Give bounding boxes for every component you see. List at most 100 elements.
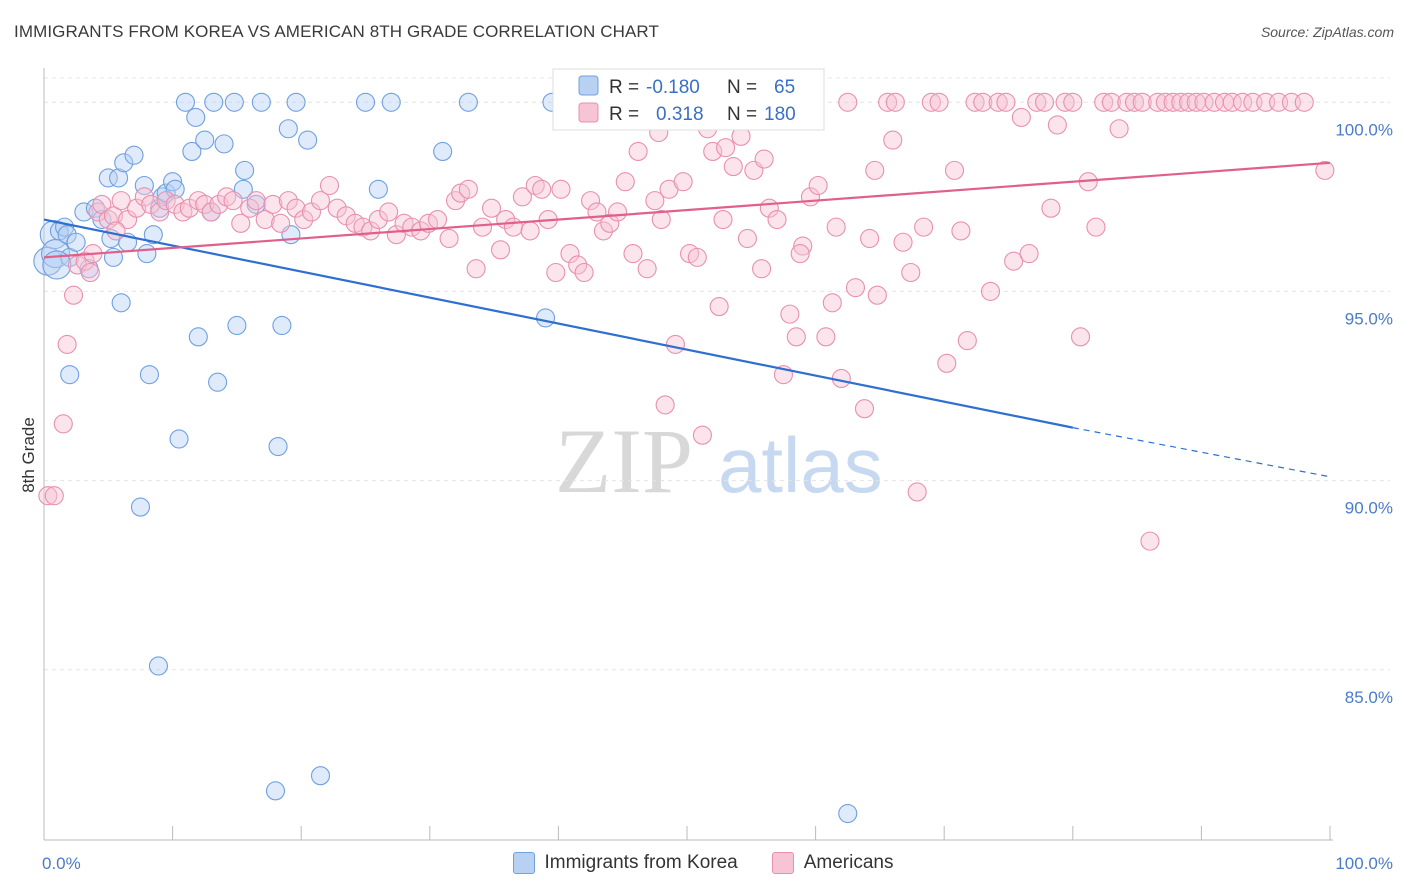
point-americans (1315, 160, 1335, 180)
point-americans (1063, 92, 1083, 112)
point-korea (124, 145, 144, 165)
point-americans (723, 157, 743, 177)
point-americans (885, 92, 905, 112)
point-americans (1171, 92, 1191, 112)
point-americans (1094, 92, 1114, 112)
point-americans (209, 194, 229, 214)
y-tick-label: 100.0% (1335, 120, 1393, 139)
trend-line-korea (43, 218, 1074, 429)
point-americans (767, 209, 787, 230)
point-americans (1109, 119, 1129, 139)
point-americans (231, 213, 251, 233)
point-americans (1222, 92, 1242, 112)
point-korea (111, 293, 131, 313)
legend-swatch-americans (578, 102, 599, 123)
point-korea (265, 781, 286, 801)
point-korea (195, 130, 215, 150)
point-americans (1011, 107, 1031, 127)
watermark-zip: ZIP (555, 410, 693, 512)
chart-title: IMMIGRANTS FROM KOREA VS AMERICAN 8TH GR… (14, 22, 659, 41)
legend-swatch-korea (578, 75, 599, 96)
point-korea (74, 202, 94, 222)
point-korea (286, 92, 306, 112)
y-axis-title: 8th Grade (19, 417, 38, 493)
point-americans (901, 262, 921, 283)
x-tick-label-min: 0.0% (42, 854, 81, 873)
point-americans (472, 217, 493, 237)
point-americans (1041, 198, 1061, 218)
y-tick-label: 90.0% (1345, 499, 1393, 518)
point-korea (204, 92, 224, 112)
point-americans (822, 293, 842, 313)
point-americans (996, 92, 1016, 112)
point-korea (433, 141, 453, 161)
point-americans (637, 259, 657, 279)
point-americans (1047, 115, 1067, 135)
point-americans (379, 202, 399, 222)
point-americans (1117, 92, 1137, 112)
point-americans (1233, 92, 1253, 112)
point-korea (268, 436, 288, 457)
point-americans (1086, 217, 1106, 237)
point-americans (752, 259, 772, 279)
point-korea (535, 308, 556, 328)
point-americans (826, 217, 846, 237)
point-americans (1132, 92, 1152, 112)
axes (43, 68, 1333, 841)
point-korea (224, 92, 244, 112)
point-korea (310, 766, 331, 786)
point-americans (655, 395, 675, 415)
point-americans (103, 206, 123, 226)
bottom-legend-item-korea: Immigrants from Korea (512, 852, 738, 874)
point-korea (143, 225, 163, 245)
point-americans (278, 191, 298, 211)
point-americans (838, 92, 858, 112)
point-korea (163, 172, 183, 192)
point-americans (929, 92, 949, 112)
bottom-legend-label-americans: Americans (803, 852, 894, 873)
point-americans (944, 160, 965, 180)
point-americans (816, 327, 836, 347)
point-korea (186, 107, 206, 127)
point-americans (1155, 92, 1175, 112)
point-americans (246, 191, 266, 211)
point-americans (458, 179, 478, 199)
point-americans (709, 297, 729, 317)
point-americans (134, 187, 154, 207)
point-americans (263, 194, 283, 214)
x-tick-label-max: 100.0% (1335, 854, 1393, 873)
point-americans (854, 399, 875, 419)
point-korea (175, 92, 196, 112)
point-americans (427, 209, 448, 230)
point-americans (1194, 92, 1214, 112)
trend-line-americans (43, 161, 1331, 259)
point-korea (66, 232, 86, 252)
point-americans (150, 202, 170, 222)
point-americans (608, 202, 628, 222)
point-americans (551, 179, 571, 199)
point-americans (665, 334, 685, 354)
point-americans (703, 141, 723, 161)
bottom-legend-label-korea: Immigrants from Korea (544, 852, 738, 873)
point-americans (294, 209, 314, 230)
legend-n-label: N = (727, 77, 757, 98)
point-americans (106, 221, 126, 241)
point-americans (38, 486, 58, 506)
point-americans (860, 228, 880, 249)
point-americans (793, 236, 813, 256)
point-americans (1004, 251, 1024, 271)
point-americans (951, 221, 971, 241)
legend-r-americans: 0.318 (656, 104, 704, 125)
point-americans (1294, 92, 1314, 112)
point-americans (600, 213, 620, 233)
point-korea (381, 92, 401, 112)
legend-n-label-2: N = (727, 104, 757, 125)
point-americans (223, 191, 243, 211)
trend-line-korea-extension (1072, 427, 1331, 478)
point-korea (137, 244, 157, 264)
point-americans (1055, 92, 1075, 112)
point-americans (937, 353, 957, 373)
point-americans (988, 92, 1008, 112)
point-americans (57, 334, 77, 354)
